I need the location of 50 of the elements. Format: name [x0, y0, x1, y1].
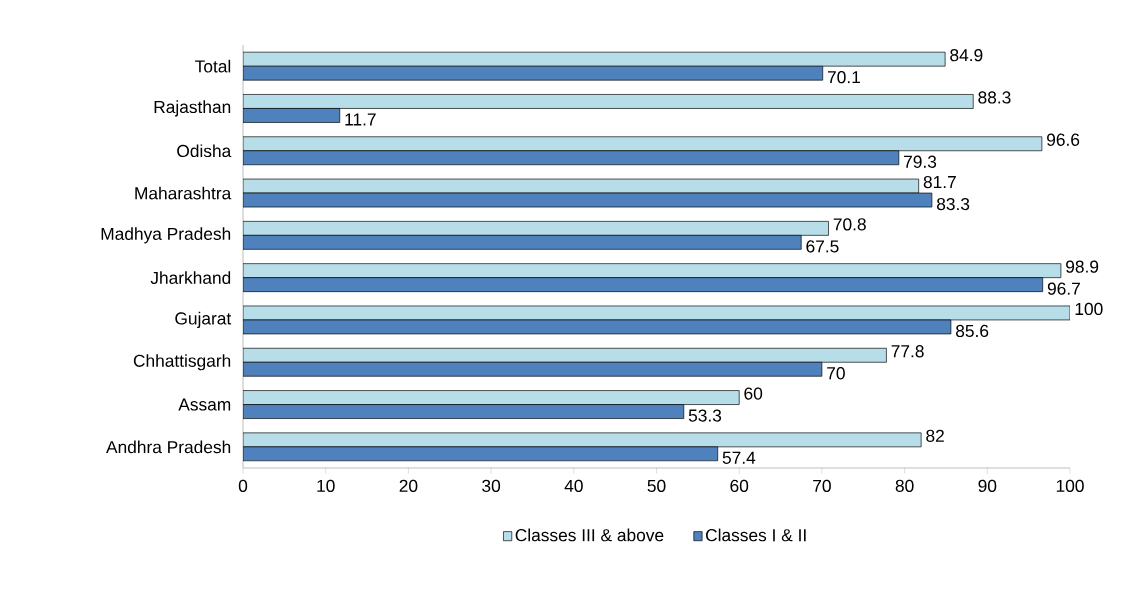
data-label: 67.5 — [806, 240, 839, 253]
bar — [243, 263, 1062, 278]
data-label: 53.3 — [688, 409, 722, 422]
data-label: 83.3 — [936, 197, 970, 211]
data-label: 100 — [1075, 302, 1103, 316]
legend-label: Classes III & above — [515, 528, 664, 542]
y-tick-label: Jharkhand — [150, 271, 231, 285]
bar — [243, 347, 887, 363]
y-tick-label: Total — [195, 59, 231, 73]
data-label: 77.8 — [891, 345, 924, 358]
x-tick-label: 10 — [317, 479, 335, 492]
x-tick-label: 100 — [1056, 479, 1084, 492]
x-tick-label: 30 — [482, 479, 501, 492]
bar — [243, 221, 829, 236]
y-tick-label: Gujarat — [175, 311, 232, 329]
data-label: 79.3 — [904, 155, 937, 168]
data-label: 70 — [827, 367, 845, 380]
y-tick-label: Rajasthan — [154, 100, 231, 117]
data-label: 84.9 — [950, 49, 983, 62]
data-label: 11.7 — [345, 113, 376, 126]
data-label: 70.1 — [827, 71, 860, 84]
data-label: 88.3 — [978, 91, 1011, 104]
data-label: 85.6 — [956, 324, 989, 338]
y-tick-label: Odisha — [177, 144, 232, 158]
bar — [243, 94, 974, 109]
data-label: 81.7 — [923, 175, 956, 189]
data-label: 98.9 — [1066, 260, 1099, 273]
x-tick-label: 0 — [238, 479, 248, 492]
x-tick-label: 40 — [564, 479, 583, 492]
data-label: 96.6 — [1047, 133, 1080, 146]
x-tick-label: 90 — [978, 479, 997, 492]
data-label: 96.7 — [1047, 282, 1080, 295]
x-tick-label: 80 — [895, 479, 914, 492]
bar — [243, 390, 740, 405]
legend-label: Classes I & II — [706, 528, 806, 542]
x-tick-label: 50 — [647, 479, 666, 492]
x-tick-label: 20 — [399, 479, 418, 492]
data-label: 60 — [744, 387, 763, 400]
x-tick-label: 70 — [813, 479, 831, 492]
y-tick-label: Chhattisgarh — [133, 354, 231, 371]
bar — [243, 51, 946, 67]
data-label: 70.8 — [833, 218, 866, 231]
y-tick-label: Andhra Pradesh — [106, 440, 231, 454]
data-label: 57.4 — [722, 451, 756, 464]
y-tick-label: Assam — [178, 398, 231, 411]
y-tick-label: Madhya Pradesh — [101, 227, 231, 244]
x-tick-label: 60 — [730, 479, 749, 492]
bar — [243, 136, 1043, 152]
y-tick-label: Maharashtra — [135, 186, 232, 200]
data-label: 82 — [926, 429, 944, 442]
